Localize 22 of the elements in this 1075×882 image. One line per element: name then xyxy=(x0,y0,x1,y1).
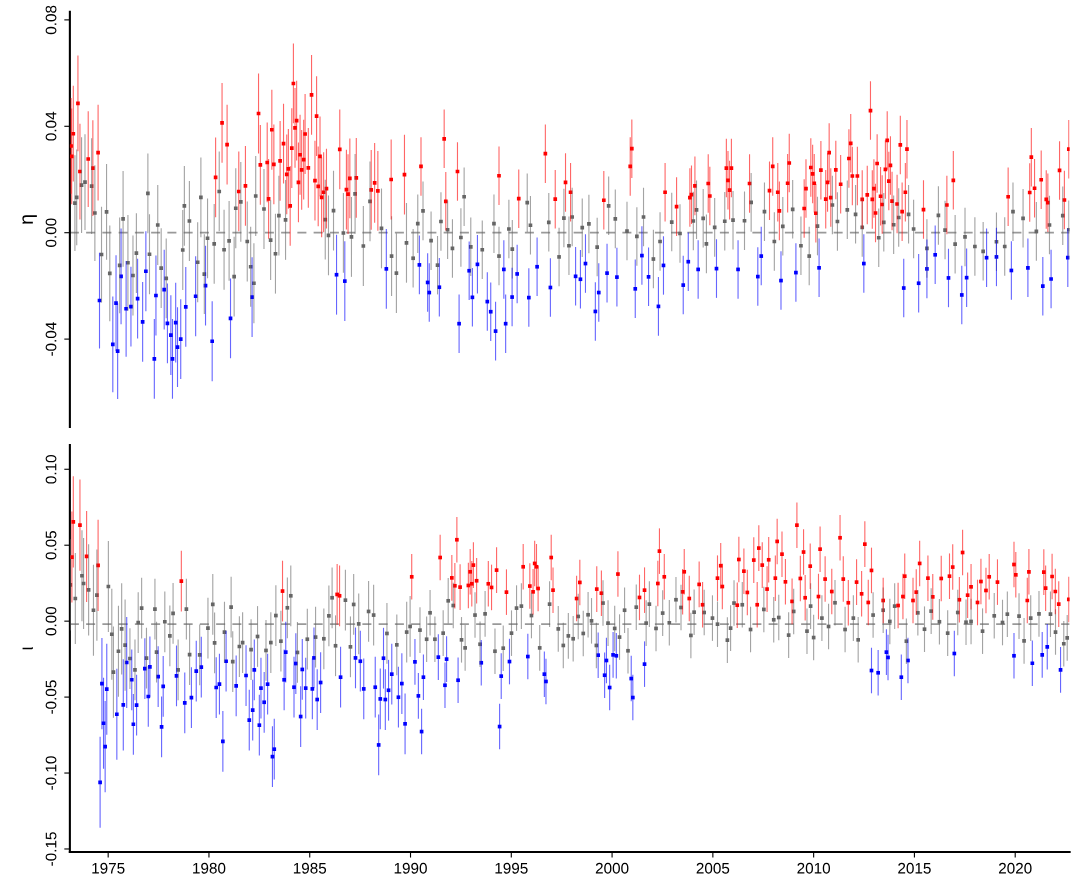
x-tick-label: 2020 xyxy=(998,862,1032,874)
y-tick-label: -0.10 xyxy=(45,756,57,790)
y-tick-label: 0.10 xyxy=(45,455,57,484)
x-tick-label: 1990 xyxy=(394,862,427,874)
x-tick-label: 1975 xyxy=(92,862,125,874)
x-tick-label: 1995 xyxy=(495,862,528,874)
y-tick-label: -0.05 xyxy=(45,680,57,714)
x-tick-label: 1980 xyxy=(193,862,226,874)
y-axis-title: η xyxy=(22,215,37,224)
y-tick-label: -0.15 xyxy=(45,832,57,866)
y-tick-label: 0.08 xyxy=(45,5,57,35)
y-axis-title: ι xyxy=(22,646,33,650)
x-tick-label: 2005 xyxy=(696,862,730,874)
y-tick-label: -0.04 xyxy=(45,322,57,356)
x-tick-label: 2010 xyxy=(797,862,831,874)
y-tick-label: 0.00 xyxy=(45,218,57,247)
y-tick-label: 0.04 xyxy=(45,111,57,141)
y-tick-label: 0.00 xyxy=(45,606,57,636)
y-tick-label: 0.05 xyxy=(45,530,57,560)
x-tick-label: 2000 xyxy=(595,862,629,874)
x-tick-label: 1985 xyxy=(293,862,327,874)
x-tick-label: 2015 xyxy=(898,862,931,874)
